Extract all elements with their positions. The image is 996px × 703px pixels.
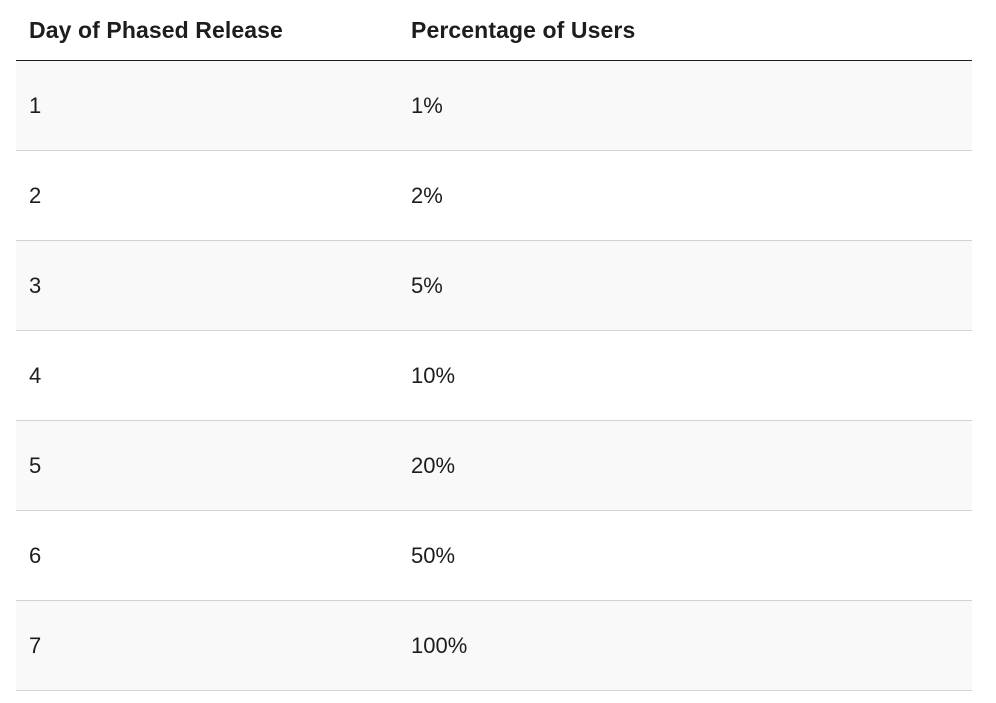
percentage-cell: 100% xyxy=(399,600,972,691)
table-row: 2 2% xyxy=(16,150,972,241)
table-header: Day of Phased Release Percentage of User… xyxy=(16,0,972,61)
column-header-percentage: Percentage of Users xyxy=(399,0,972,61)
day-cell: 2 xyxy=(16,150,399,241)
table-body: 1 1% 2 2% 3 5% 4 10% 5 20% 6 50% xyxy=(16,60,972,691)
table-row: 1 1% xyxy=(16,60,972,151)
percentage-cell: 20% xyxy=(399,420,972,511)
percentage-cell: 10% xyxy=(399,330,972,421)
percentage-cell: 50% xyxy=(399,510,972,601)
percentage-cell: 5% xyxy=(399,240,972,331)
day-cell: 3 xyxy=(16,240,399,331)
phased-release-table-container: Day of Phased Release Percentage of User… xyxy=(16,0,972,691)
table-row: 5 20% xyxy=(16,420,972,511)
day-cell: 4 xyxy=(16,330,399,421)
table-row: 7 100% xyxy=(16,600,972,691)
phased-release-table: Day of Phased Release Percentage of User… xyxy=(16,0,972,691)
table-row: 3 5% xyxy=(16,240,972,331)
day-cell: 1 xyxy=(16,60,399,151)
column-header-day: Day of Phased Release xyxy=(16,0,399,61)
percentage-cell: 1% xyxy=(399,60,972,151)
table-row: 6 50% xyxy=(16,510,972,601)
table-header-row: Day of Phased Release Percentage of User… xyxy=(16,0,972,61)
percentage-cell: 2% xyxy=(399,150,972,241)
day-cell: 7 xyxy=(16,600,399,691)
day-cell: 6 xyxy=(16,510,399,601)
table-row: 4 10% xyxy=(16,330,972,421)
day-cell: 5 xyxy=(16,420,399,511)
